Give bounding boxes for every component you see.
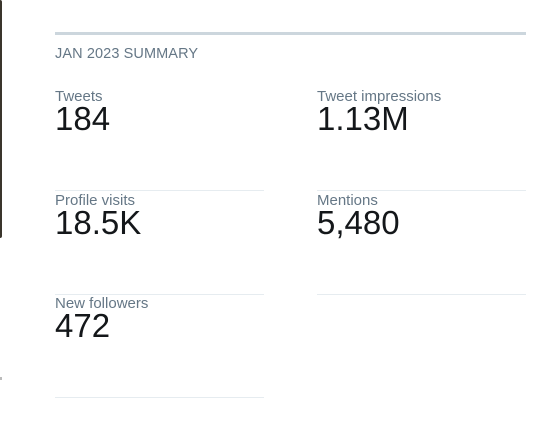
stat-value: 5,480 (317, 203, 400, 241)
stat-card: Mentions 5,480 (317, 192, 526, 295)
stat-card: Profile visits 18.5K (55, 192, 264, 295)
stat-value: 184 (55, 100, 111, 137)
top-border (55, 32, 526, 35)
image-edge (0, 0, 2, 238)
stat-label: Tweets (55, 88, 103, 105)
stat-value: 1.13M (317, 100, 409, 137)
stat-label: Mentions (317, 191, 378, 209)
stat-value: 472 (55, 307, 111, 344)
stat-card: Tweets 184 (55, 88, 264, 191)
stat-value: 18.5K (55, 203, 142, 241)
image-edge (0, 377, 2, 380)
stat-card: Tweet impressions 1.13M (317, 88, 526, 191)
stat-label: Tweet impressions (317, 88, 442, 105)
summary-title: JAN 2023 SUMMARY (55, 46, 199, 62)
stat-card: New followers 472 (55, 295, 264, 398)
stat-label: Profile visits (55, 191, 136, 209)
stat-label: New followers (55, 295, 149, 312)
